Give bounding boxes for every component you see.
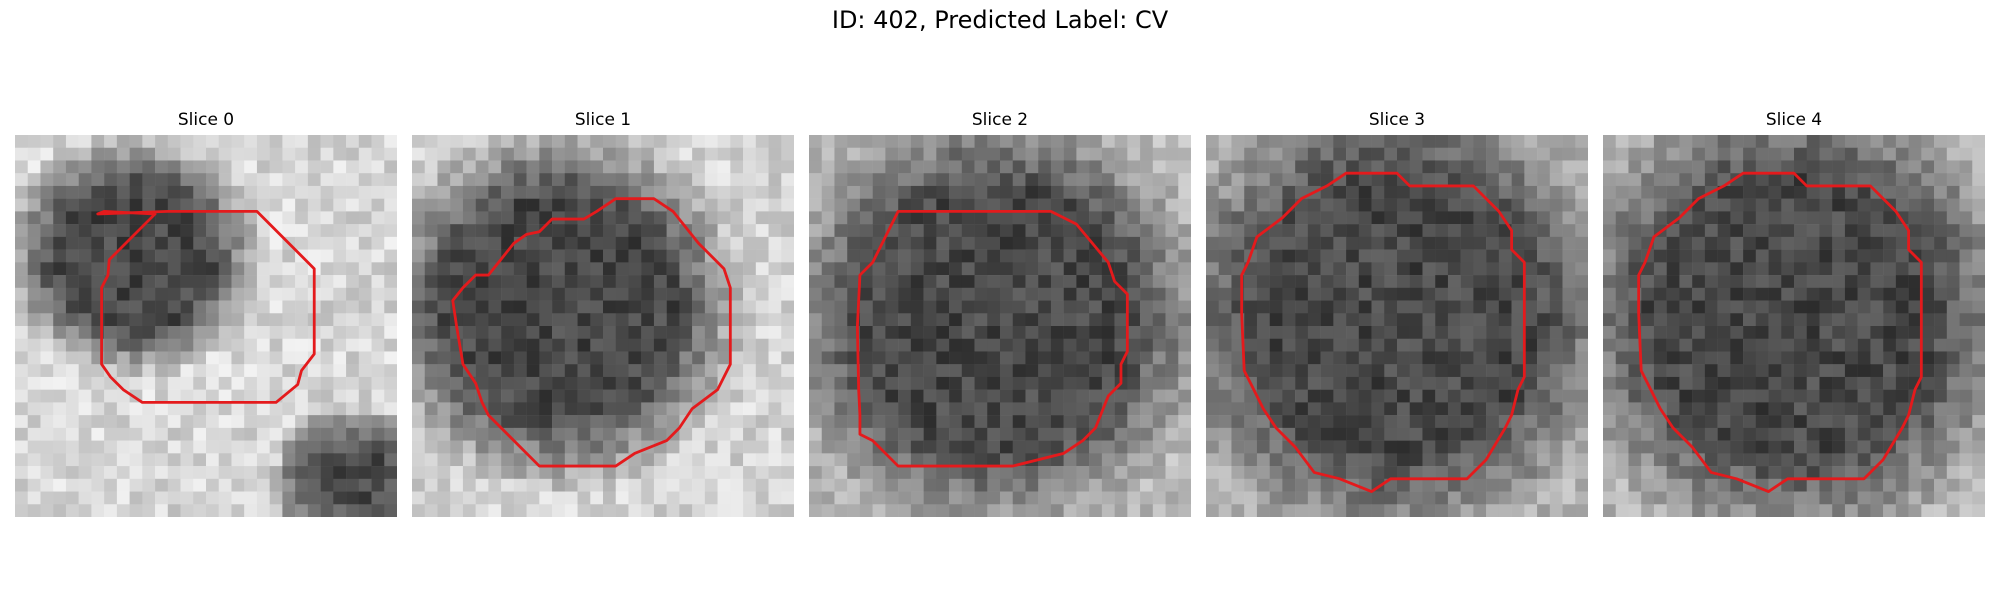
slice-title-1: Slice 1 [574, 110, 632, 130]
slice-image-2 [809, 135, 1191, 517]
slice-image-0 [15, 135, 397, 517]
slice-image-4 [1603, 135, 1985, 517]
slice-image-1 [412, 135, 794, 517]
figure-title: ID: 402, Predicted Label: CV [831, 6, 1169, 34]
slice-title-2: Slice 2 [971, 110, 1029, 130]
slice-panel-0: Slice 0 [15, 110, 397, 520]
slice-title-4: Slice 4 [1765, 110, 1823, 130]
slice-panel-4: Slice 4 [1603, 110, 1985, 520]
slice-image-3 [1206, 135, 1588, 517]
slice-title-3: Slice 3 [1368, 110, 1426, 130]
segmentation-contour [96, 209, 316, 404]
segmentation-contour [451, 197, 732, 468]
slice-panel-2: Slice 2 [809, 110, 1191, 520]
slice-panel-3: Slice 3 [1206, 110, 1588, 520]
slice-panels: Slice 0 Slice 1 Slice 2 Slice 3 Slice 4 [15, 110, 1985, 520]
segmentation-contour [1637, 171, 1923, 493]
slice-title-0: Slice 0 [177, 110, 235, 130]
segmentation-contour [1240, 171, 1526, 493]
slice-panel-1: Slice 1 [412, 110, 794, 520]
segmentation-contour [855, 209, 1129, 468]
